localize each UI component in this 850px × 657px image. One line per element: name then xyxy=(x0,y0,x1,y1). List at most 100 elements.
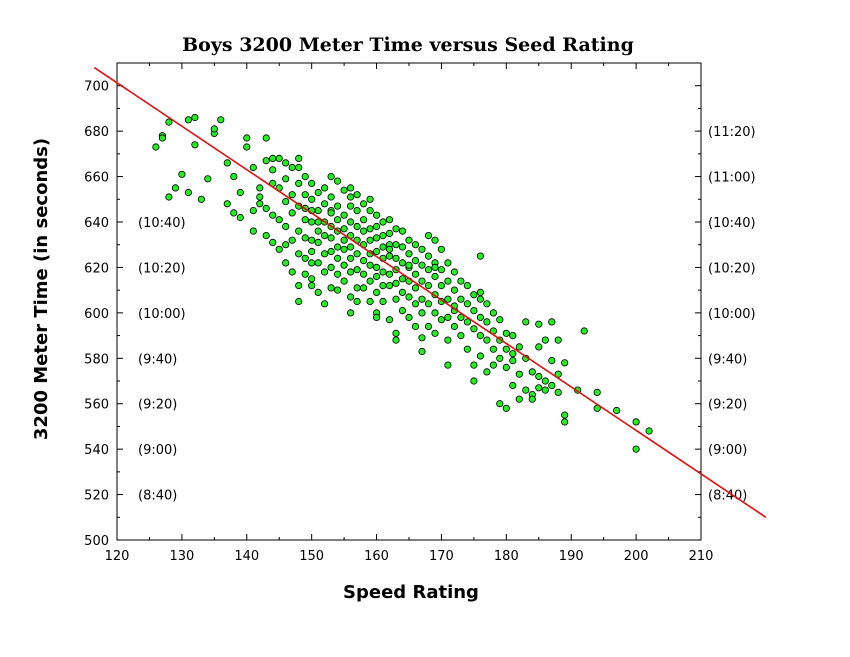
data-point xyxy=(528,368,536,376)
data-point xyxy=(379,297,387,306)
data-point xyxy=(411,322,420,331)
data-point xyxy=(496,316,504,324)
data-point xyxy=(470,361,478,369)
data-point xyxy=(444,336,452,344)
data-point xyxy=(476,295,484,303)
y-tick-label: 560 xyxy=(84,398,109,413)
data-point xyxy=(262,157,270,165)
left-time-label: (9:40) xyxy=(138,352,177,367)
data-point xyxy=(496,400,504,408)
data-point xyxy=(392,336,400,344)
data-point xyxy=(282,222,290,231)
data-point xyxy=(288,236,296,244)
left-time-labels: (10:40) (10:20) (10:00) (9:40) (9:20) (9:00) (… xyxy=(138,216,186,504)
data-point xyxy=(483,336,491,344)
data-point xyxy=(411,300,420,308)
data-point xyxy=(366,277,374,285)
data-point xyxy=(243,134,251,142)
data-point xyxy=(515,343,523,351)
data-point xyxy=(379,243,387,251)
data-point xyxy=(256,200,264,208)
right-time-label: (10:40) xyxy=(708,216,756,231)
data-point xyxy=(204,175,212,183)
data-point xyxy=(320,250,329,258)
data-point xyxy=(359,200,368,208)
data-point xyxy=(158,134,166,142)
data-point xyxy=(593,388,601,396)
data-point xyxy=(340,236,348,244)
left-time-label: (10:20) xyxy=(138,261,186,276)
data-point xyxy=(424,266,433,274)
data-point xyxy=(476,288,484,296)
data-point xyxy=(301,191,309,199)
data-point xyxy=(372,234,381,242)
data-point xyxy=(379,232,387,240)
y-tick-label: 520 xyxy=(84,489,109,504)
data-point xyxy=(548,356,556,365)
data-point xyxy=(431,272,439,281)
data-point xyxy=(385,270,394,278)
y-tick-label: 680 xyxy=(84,125,109,140)
data-point xyxy=(269,238,277,246)
data-point xyxy=(470,291,478,299)
data-point xyxy=(165,193,173,201)
x-tick-label: 190 xyxy=(559,549,584,564)
data-point xyxy=(496,354,504,362)
data-point xyxy=(308,259,316,267)
x-axis-title: Speed Rating xyxy=(343,582,479,603)
data-point xyxy=(171,184,179,192)
data-point xyxy=(535,372,543,381)
data-point xyxy=(308,247,316,256)
data-point xyxy=(288,209,296,217)
data-point xyxy=(411,284,420,292)
data-point xyxy=(541,386,549,394)
data-point xyxy=(405,236,413,244)
data-point xyxy=(346,202,355,210)
y-tick-label: 580 xyxy=(84,352,109,367)
data-point xyxy=(372,211,381,219)
data-point xyxy=(450,286,458,294)
data-point xyxy=(418,277,426,285)
y-tick-label: 500 xyxy=(84,534,109,549)
data-point xyxy=(398,259,407,267)
data-point xyxy=(301,173,309,181)
data-point xyxy=(223,200,231,208)
data-point xyxy=(282,241,290,249)
chart-title: Boys 3200 Meter Time versus Seed Rating xyxy=(182,34,634,56)
data-point xyxy=(522,318,530,326)
data-point xyxy=(392,279,400,287)
data-point xyxy=(256,193,264,201)
data-point xyxy=(308,195,316,203)
data-point xyxy=(392,225,400,233)
data-point xyxy=(645,427,653,435)
data-point xyxy=(320,200,329,208)
data-point xyxy=(359,227,368,235)
data-point xyxy=(353,222,361,231)
data-point xyxy=(314,207,322,215)
y-tick-label: 600 xyxy=(84,307,109,322)
data-point xyxy=(327,247,335,256)
data-point xyxy=(333,177,342,185)
x-tick-label: 210 xyxy=(689,549,714,564)
data-point xyxy=(489,345,497,353)
data-point xyxy=(178,170,186,178)
data-point xyxy=(191,141,199,149)
left-time-label: (8:40) xyxy=(138,489,177,504)
data-point xyxy=(418,295,426,303)
right-time-label: (11:00) xyxy=(708,171,756,186)
data-point xyxy=(346,218,355,226)
data-point xyxy=(502,363,510,371)
y-tick-label: 660 xyxy=(84,171,109,186)
data-point xyxy=(418,347,426,356)
data-point xyxy=(548,318,556,326)
data-point xyxy=(314,288,322,296)
data-point xyxy=(353,266,361,274)
data-point xyxy=(502,345,510,353)
data-point xyxy=(301,254,309,262)
data-point xyxy=(457,277,465,285)
right-time-label: (10:00) xyxy=(708,307,756,322)
data-point xyxy=(385,316,394,324)
left-time-label: (10:40) xyxy=(138,216,186,231)
data-point xyxy=(372,288,381,296)
data-point xyxy=(457,295,465,303)
